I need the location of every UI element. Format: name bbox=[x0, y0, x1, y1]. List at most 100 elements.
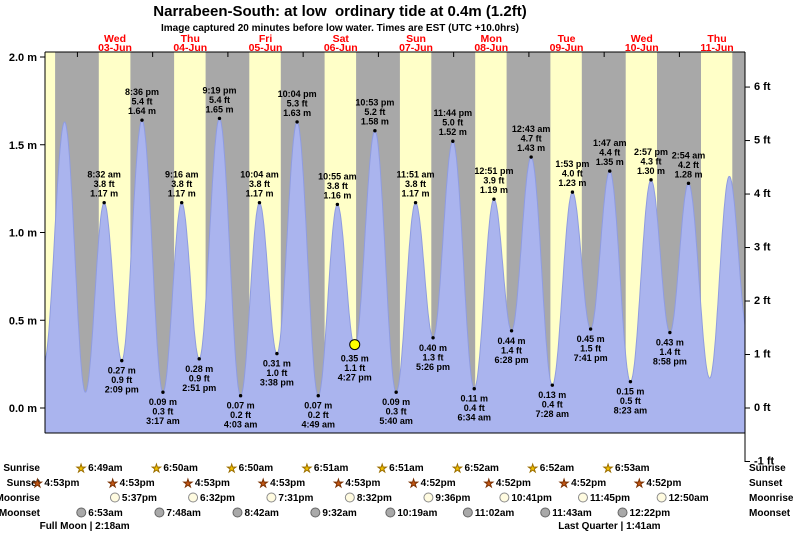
low-tide-label: 0.35 m 1.1 ft 4:27 pm bbox=[338, 354, 372, 383]
day-label-date: 10-Jun bbox=[625, 42, 659, 54]
low-tide-label: 0.27 m 0.9 ft 2:09 pm bbox=[105, 366, 139, 395]
high-tide-label: 12:43 am 4.7 ft 1.43 m bbox=[512, 124, 551, 153]
sunset-time: 4:52pm bbox=[496, 478, 531, 489]
moonrise-moon-icon bbox=[577, 492, 588, 503]
tide-point-dot bbox=[275, 351, 279, 356]
moonset-moon-icon bbox=[462, 507, 473, 518]
day-label-dow: Wed bbox=[631, 33, 653, 45]
moonrise-time: 8:32pm bbox=[357, 493, 392, 504]
sunset-time: 4:53pm bbox=[120, 478, 155, 489]
sunset-time: 4:53pm bbox=[195, 478, 230, 489]
tide-point-dot bbox=[570, 190, 575, 194]
sunrise-time: 6:52am bbox=[540, 463, 575, 474]
high-tide-label: 11:51 am 3.8 ft 1.17 m bbox=[397, 170, 435, 199]
high-tide-label: 10:04 am 3.8 ft 1.17 m bbox=[240, 170, 279, 199]
tide-point-dot bbox=[668, 330, 672, 335]
day-label-dow: Sat bbox=[333, 33, 350, 45]
sunset-time: 4:53pm bbox=[270, 478, 305, 489]
moonset-time: 11:02am bbox=[475, 508, 515, 519]
astro-row-label-left-moonset: Moonset bbox=[0, 508, 41, 519]
sunset-star-icon: ★ bbox=[32, 478, 42, 490]
astro-row-label-right-sunrise: Sunrise bbox=[749, 463, 786, 474]
sunset-entry: ★ 4:52pm bbox=[634, 478, 681, 491]
sunrise-star-icon: ★ bbox=[453, 463, 463, 475]
low-tide-label: 0.28 m 0.9 ft 2:51 pm bbox=[182, 364, 216, 393]
day-label-dow: Thu bbox=[181, 33, 200, 45]
tide-point-dot bbox=[492, 197, 496, 201]
right-axis-label: 2 ft bbox=[754, 295, 771, 307]
day-label-dow: Thu bbox=[707, 33, 726, 45]
moonset-time: 7:48am bbox=[166, 508, 201, 519]
tide-point-dot bbox=[628, 379, 633, 384]
tide-point-dot bbox=[529, 155, 533, 159]
moonset-entry: 8:42am bbox=[232, 507, 279, 519]
sunset-star-icon: ★ bbox=[484, 478, 494, 490]
tide-point-dot bbox=[238, 394, 243, 398]
high-tide-label: 10:55 am 3.8 ft 1.16 m bbox=[318, 171, 357, 200]
moonrise-time: 5:37pm bbox=[122, 493, 157, 504]
tide-point-dot bbox=[335, 202, 340, 207]
moonset-time: 10:19am bbox=[397, 508, 437, 519]
moonrise-time: 7:31pm bbox=[278, 493, 313, 504]
moonrise-time: 6:32pm bbox=[200, 493, 235, 504]
day-label-date: 05-Jun bbox=[249, 42, 283, 54]
moonset-moon-icon bbox=[76, 507, 87, 518]
high-tide-label: 10:53 pm 5.2 ft 1.58 m bbox=[355, 98, 394, 127]
moonrise-moon-icon bbox=[344, 492, 355, 503]
high-tide-label: 2:57 pm 4.3 ft 1.30 m bbox=[634, 147, 668, 176]
day-label-date: 07-Jun bbox=[399, 42, 433, 54]
sunset-entry: ★ 4:53pm bbox=[333, 478, 380, 491]
day-label-dow: Tue bbox=[558, 33, 576, 45]
right-axis-label: 5 ft bbox=[754, 135, 771, 147]
moonset-entry: 12:22pm bbox=[617, 507, 670, 519]
chart-title: Narrabeen-South: at low ordinary tide at… bbox=[153, 3, 527, 20]
current-time-marker bbox=[349, 339, 361, 351]
day-label-date: 06-Jun bbox=[324, 42, 358, 54]
high-tide-label: 8:32 am 3.8 ft 1.17 m bbox=[87, 170, 121, 199]
sunset-time: 4:52pm bbox=[421, 478, 456, 489]
tide-point-dot bbox=[102, 200, 106, 205]
low-tide-label: 0.40 m 1.3 ft 5:26 pm bbox=[416, 343, 450, 372]
moonrise-entry: 12:50am bbox=[656, 492, 709, 504]
day-label-dow: Wed bbox=[104, 33, 126, 45]
moonrise-time: 10:41pm bbox=[511, 493, 552, 504]
tide-point-dot bbox=[509, 329, 514, 333]
right-axis-label: 4 ft bbox=[754, 188, 771, 200]
sunrise-star-icon: ★ bbox=[377, 463, 387, 475]
sunrise-time: 6:51am bbox=[389, 463, 424, 474]
moonrise-time: 12:50am bbox=[669, 493, 709, 504]
moonset-moon-icon bbox=[310, 507, 321, 518]
moonrise-moon-icon bbox=[656, 492, 667, 503]
astro-row-label-left-moonrise: Moonrise bbox=[0, 493, 40, 504]
moonrise-entry: 11:45pm bbox=[577, 492, 630, 504]
moonrise-moon-icon bbox=[499, 492, 510, 503]
moonset-time: 6:53am bbox=[88, 508, 123, 519]
sunset-star-icon: ★ bbox=[559, 478, 569, 490]
moonrise-moon-icon bbox=[109, 492, 120, 503]
moonset-time: 9:32am bbox=[322, 508, 357, 519]
tide-point-dot bbox=[608, 169, 612, 173]
moonset-time: 11:43am bbox=[552, 508, 592, 519]
sunset-star-icon: ★ bbox=[409, 478, 419, 490]
left-axis-label: 1.5 m bbox=[9, 140, 37, 152]
tide-point-dot bbox=[161, 390, 165, 394]
moonrise-entry: 5:37pm bbox=[109, 492, 157, 504]
moonrise-entry: 8:32pm bbox=[344, 492, 392, 504]
sunrise-star-icon: ★ bbox=[302, 463, 312, 475]
low-tide-label: 0.31 m 1.0 ft 3:38 pm bbox=[260, 359, 294, 388]
low-tide-label: 0.09 m 0.3 ft 5:40 am bbox=[379, 397, 413, 426]
chart-subtitle: Image captured 20 minutes before low wat… bbox=[161, 23, 519, 34]
moonrise-time: 11:45pm bbox=[590, 493, 630, 504]
low-tide-label: 0.09 m 0.3 ft 3:17 am bbox=[146, 397, 180, 426]
astro-row-label-right-moonrise: Moonrise bbox=[749, 493, 793, 504]
sunset-time: 4:53pm bbox=[345, 478, 380, 489]
day-label-date: 09-Jun bbox=[550, 42, 584, 54]
right-axis-label: 6 ft bbox=[754, 81, 771, 93]
moonset-entry: 11:02am bbox=[462, 507, 515, 519]
low-tide-label: 0.07 m 0.2 ft 4:49 am bbox=[301, 401, 335, 430]
moonrise-time: 9:36pm bbox=[435, 493, 470, 504]
high-tide-label: 1:47 am 4.4 ft 1.35 m bbox=[593, 138, 627, 167]
moonrise-entry: 6:32pm bbox=[188, 492, 235, 504]
sunrise-time: 6:53am bbox=[615, 463, 650, 474]
moonset-moon-icon bbox=[385, 507, 396, 518]
